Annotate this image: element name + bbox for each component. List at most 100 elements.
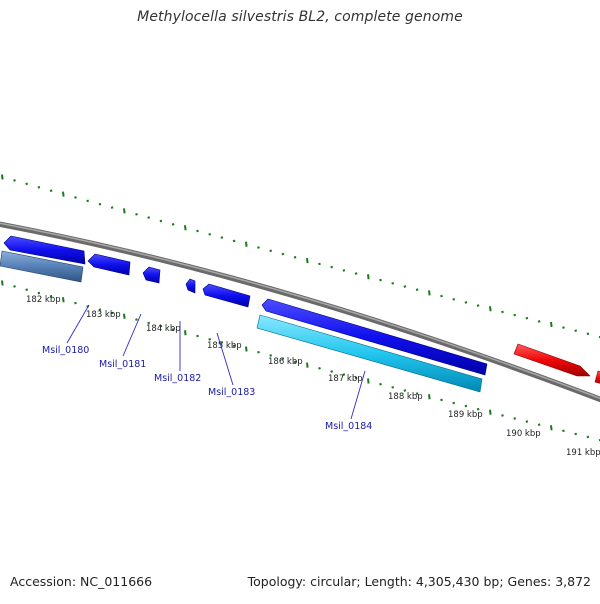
gene-label-msil-0184[interactable]: Msil_0184 — [325, 421, 372, 432]
outer-scale-minor-tick — [417, 289, 418, 291]
reverse-strand-genes — [0, 236, 487, 392]
outer-scale-major-tick — [185, 225, 186, 230]
inner-scale-major-tick — [490, 410, 491, 415]
ruler-label: 190 kbp — [506, 429, 541, 439]
outer-scale-minor-tick — [148, 217, 149, 219]
gene-feature-blue-2[interactable] — [88, 254, 130, 275]
outer-scale-minor-tick — [344, 269, 345, 271]
ruler-label: 189 kbp — [448, 410, 483, 420]
inner-scale-minor-tick — [588, 436, 589, 438]
inner-scale-minor-tick — [380, 383, 381, 385]
leader-line-msil-0181 — [123, 314, 141, 356]
outer-scale-minor-tick — [197, 230, 198, 232]
accession-text: Accession: NC_011666 — [10, 574, 152, 589]
outer-scale-minor-tick — [588, 333, 589, 335]
gene-label-msil-0180[interactable]: Msil_0180 — [42, 345, 89, 356]
outer-scale-minor-tick — [283, 253, 284, 255]
genome-title: Methylocella silvestris BL2, complete ge… — [0, 9, 600, 25]
inner-scale-minor-tick — [514, 418, 515, 420]
outer-scale-minor-tick — [173, 223, 174, 225]
outer-scale-minor-tick — [222, 237, 223, 239]
outer-scale-minor-tick — [295, 256, 296, 258]
outer-scale-minor-tick — [514, 314, 515, 316]
outer-scale-minor-tick — [39, 186, 40, 188]
outer-scale-major-tick — [246, 242, 247, 247]
gene-feature-blue-4[interactable] — [186, 279, 195, 293]
gene-label-msil-0182[interactable]: Msil_0182 — [154, 373, 201, 384]
outer-scale-minor-tick — [14, 179, 15, 181]
inner-scale-minor-tick — [331, 371, 332, 373]
inner-scale-major-tick — [429, 394, 430, 399]
outer-scale-minor-tick — [319, 263, 320, 265]
outer-scale-minor-tick — [75, 196, 76, 198]
inner-scale-major-tick — [307, 363, 308, 368]
inner-scale-minor-tick — [209, 338, 210, 340]
inner-scale-major-tick — [368, 379, 369, 384]
leader-line-msil-0180 — [67, 305, 89, 343]
ruler-label: 191 kbp — [566, 448, 600, 458]
inner-scale-minor-tick — [258, 351, 259, 353]
outer-scale-minor-tick — [209, 233, 210, 235]
inner-scale-minor-tick — [75, 302, 76, 304]
outer-scale-minor-tick — [466, 301, 467, 303]
genome-summary-text: Topology: circular; Length: 4,305,430 bp… — [248, 574, 591, 589]
outer-scale-minor-tick — [478, 305, 479, 307]
outer-scale-major-tick — [124, 208, 125, 213]
outer-scale-minor-tick — [112, 207, 113, 209]
outer-scale-major-tick — [63, 192, 64, 197]
inner-scale-major-tick — [185, 330, 186, 335]
gene-feature-blue-5[interactable] — [203, 284, 250, 307]
outer-scale-minor-tick — [575, 330, 576, 332]
outer-scale-major-tick — [429, 290, 430, 295]
inner-scale-minor-tick — [197, 335, 198, 337]
gene-labels: Msil_0180 Msil_0181 Msil_0182 Msil_0183 … — [42, 345, 372, 432]
outer-scale-minor-tick — [87, 200, 88, 202]
outer-scale-minor-tick — [161, 220, 162, 222]
outer-scale-major-tick — [551, 322, 552, 327]
gene-label-msil-0181[interactable]: Msil_0181 — [99, 359, 146, 370]
inner-scale-minor-tick — [136, 319, 137, 321]
inner-scale-minor-tick — [39, 292, 40, 294]
outer-scale-minor-tick — [356, 273, 357, 275]
ruler-label: 187 kbp — [328, 374, 363, 384]
inner-scale-minor-tick — [502, 414, 503, 416]
outer-scale-minor-tick — [539, 320, 540, 322]
inner-scale-minor-tick — [26, 289, 27, 291]
ruler-label: 184 kbp — [146, 324, 181, 334]
ruler-label: 188 kbp — [388, 392, 423, 402]
outer-scale-minor-tick — [502, 311, 503, 313]
gene-feature-blue-3[interactable] — [143, 267, 160, 283]
gene-feature-red-2[interactable] — [595, 371, 600, 385]
outer-scale-major-tick — [307, 258, 308, 263]
outer-scale-minor-tick — [453, 298, 454, 300]
outer-scale-minor-tick — [234, 240, 235, 242]
inner-scale-minor-tick — [575, 433, 576, 435]
gene-label-msil-0183[interactable]: Msil_0183 — [208, 387, 255, 398]
outer-scale-minor-tick — [258, 247, 259, 249]
ruler-label: 186 kbp — [268, 357, 303, 367]
outer-scale-minor-tick — [51, 190, 52, 192]
forward-strand-genes — [514, 344, 600, 385]
outer-scale-minor-tick — [405, 286, 406, 288]
outer-scale-major-tick — [490, 306, 491, 311]
outer-scale-minor-tick — [392, 282, 393, 284]
inner-scale-major-tick — [246, 347, 247, 352]
inner-scale-minor-tick — [392, 386, 393, 388]
outer-scale-minor-tick — [26, 183, 27, 185]
outer-scale-major-tick — [2, 175, 3, 180]
inner-scale-major-tick — [551, 425, 552, 430]
inner-scale-major-tick — [63, 297, 64, 302]
inner-scale-minor-tick — [527, 421, 528, 423]
outer-scale-minor-tick — [270, 250, 271, 252]
inner-scale-minor-tick — [319, 367, 320, 369]
inner-scale-minor-tick — [441, 399, 442, 401]
ruler-label: 185 kbp — [207, 341, 242, 351]
inner-scale-major-tick — [2, 281, 3, 286]
outer-scale-minor-tick — [331, 266, 332, 268]
outer-scale-minor-tick — [380, 279, 381, 281]
inner-scale-minor-tick — [539, 424, 540, 426]
outer-scale-minor-tick — [527, 317, 528, 319]
inner-scale-major-tick — [124, 314, 125, 319]
